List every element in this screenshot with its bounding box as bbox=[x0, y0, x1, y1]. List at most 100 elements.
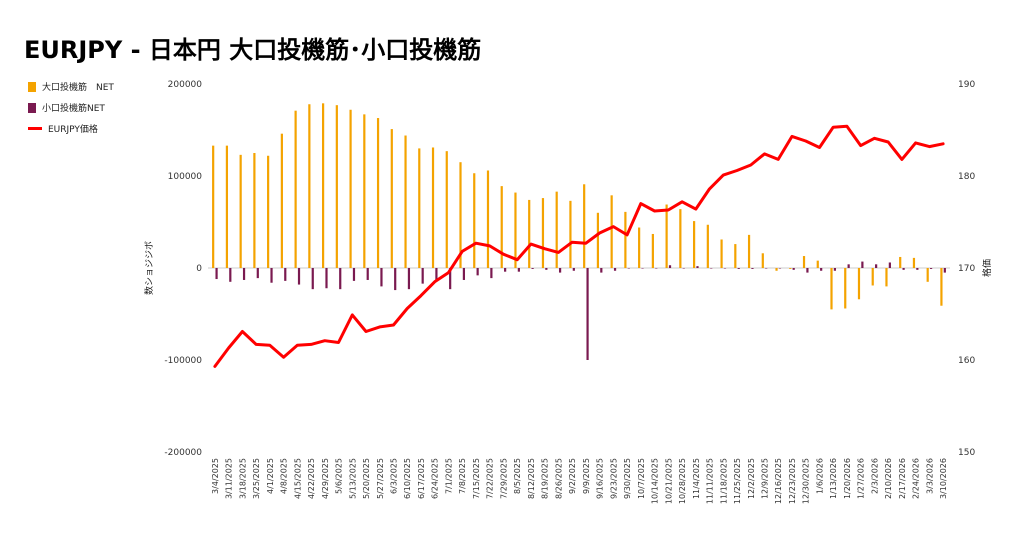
large-speculators-bar bbox=[761, 253, 764, 268]
x-axis-tick-label: 3/10/2026 bbox=[939, 458, 948, 499]
large-speculators-bar bbox=[445, 151, 448, 268]
small-speculators-bar bbox=[531, 268, 534, 269]
left-axis-tick-label: -200000 bbox=[164, 448, 202, 458]
small-speculators-bar bbox=[943, 268, 946, 273]
small-speculators-bar bbox=[407, 268, 411, 290]
large-speculators-bar bbox=[473, 173, 476, 268]
large-speculators-bar bbox=[638, 227, 641, 268]
large-speculators-bar bbox=[308, 104, 311, 269]
small-speculators-bar bbox=[627, 268, 630, 269]
small-speculators-bar bbox=[490, 268, 493, 279]
chart-title: EURJPY - 日本円 大口投機筋･小口投機筋 bbox=[24, 36, 482, 64]
right-axis-tick-label: 170 bbox=[958, 264, 975, 274]
x-axis-tick-label: 4/1/2025 bbox=[266, 458, 275, 494]
large-speculators-bar bbox=[802, 256, 806, 268]
small-speculators-bar bbox=[916, 268, 919, 270]
large-speculators-bar bbox=[212, 145, 215, 268]
x-axis-tick-label: 12/2/2025 bbox=[747, 458, 756, 499]
large-speculators-bar bbox=[596, 212, 600, 268]
right-axis-tick-label: 190 bbox=[958, 80, 975, 90]
x-axis-tick-label: 6/24/2025 bbox=[431, 458, 440, 499]
large-speculators-bar bbox=[651, 233, 654, 268]
small-speculators-bar bbox=[737, 268, 740, 269]
large-speculators-bar bbox=[280, 133, 283, 268]
small-speculators-bar bbox=[613, 268, 617, 271]
left-axis-tick-label: -100000 bbox=[164, 356, 202, 366]
legend-swatch bbox=[28, 102, 36, 113]
x-axis-tick-label: 5/27/2025 bbox=[376, 458, 385, 499]
large-speculators-bar bbox=[500, 186, 503, 268]
large-speculators-bar bbox=[486, 170, 490, 268]
large-speculators-bar bbox=[775, 268, 778, 271]
x-axis-tick-label: 6/10/2025 bbox=[403, 458, 412, 499]
large-speculators-bar bbox=[569, 200, 572, 268]
large-speculators-bar bbox=[514, 192, 517, 268]
x-axis-tick-label: 4/29/2025 bbox=[321, 458, 330, 499]
x-axis-tick-label: 2/24/2026 bbox=[912, 458, 921, 499]
small-speculators-bar bbox=[545, 268, 548, 270]
x-axis-tick-label: 7/29/2025 bbox=[499, 458, 508, 499]
small-speculators-bar bbox=[668, 265, 672, 268]
legend-swatch bbox=[28, 81, 36, 92]
legend-item-price: EURJPY価格 bbox=[28, 118, 114, 139]
small-speculators-bar bbox=[682, 268, 685, 269]
large-speculators-bar bbox=[734, 244, 737, 268]
left-axis-tick-label: 100000 bbox=[168, 172, 203, 182]
large-speculators-bar bbox=[665, 204, 668, 268]
x-axis-tick-label: 7/22/2025 bbox=[486, 458, 495, 499]
legend-item-large-speculators: 大口投機筋 NET bbox=[28, 76, 114, 97]
x-axis-tick-label: 9/2/2025 bbox=[568, 458, 577, 494]
x-axis-tick-label: 4/22/2025 bbox=[307, 458, 316, 499]
x-axis-tick-label: 9/9/2025 bbox=[582, 458, 591, 494]
x-axis-tick-label: 8/5/2025 bbox=[513, 458, 522, 494]
left-axis-label: 数ショジジボ bbox=[143, 241, 155, 295]
large-speculators-bar bbox=[926, 268, 929, 282]
small-speculators-bar bbox=[558, 268, 562, 273]
small-speculators-bar bbox=[462, 268, 466, 280]
x-axis-tick-label: 12/30/2025 bbox=[802, 458, 811, 504]
small-speculators-bar bbox=[476, 268, 479, 276]
large-speculators-bar bbox=[624, 211, 627, 268]
large-speculators-bar bbox=[692, 221, 696, 268]
small-speculators-bar bbox=[586, 268, 589, 360]
small-speculators-bar bbox=[517, 268, 520, 272]
small-speculators-bar bbox=[600, 268, 603, 273]
large-speculators-bar bbox=[349, 109, 352, 268]
left-axis-tick-label: 200000 bbox=[168, 80, 203, 90]
x-axis-tick-label: 9/30/2025 bbox=[623, 458, 632, 499]
small-speculators-bar bbox=[297, 268, 301, 285]
large-speculators-bar bbox=[610, 195, 613, 268]
large-speculators-bar bbox=[789, 268, 792, 269]
small-speculators-bar bbox=[366, 268, 369, 280]
small-speculators-bar bbox=[394, 268, 397, 291]
large-speculators-bar bbox=[225, 145, 229, 268]
large-speculators-bar bbox=[541, 198, 545, 268]
legend-swatch bbox=[28, 127, 42, 130]
large-speculators-bar bbox=[871, 268, 874, 286]
x-axis-tick-label: 10/14/2025 bbox=[651, 458, 660, 504]
large-speculators-bar bbox=[294, 110, 297, 269]
large-speculators-bar bbox=[528, 199, 531, 268]
x-axis-tick-label: 10/7/2025 bbox=[637, 458, 646, 499]
small-speculators-bar bbox=[270, 268, 273, 283]
x-axis-tick-label: 5/20/2025 bbox=[362, 458, 371, 499]
large-speculators-bar bbox=[253, 153, 256, 268]
x-axis-tick-label: 2/3/2026 bbox=[870, 458, 879, 494]
right-axis-ticks: 190 180 170 160 150 bbox=[958, 80, 975, 458]
small-speculators-bar bbox=[256, 268, 259, 279]
large-speculators-bar bbox=[321, 103, 325, 268]
x-axis-tick-label: 1/27/2026 bbox=[857, 458, 866, 499]
right-axis-tick-label: 160 bbox=[958, 356, 975, 366]
large-speculators-bar bbox=[885, 268, 888, 287]
x-axis-tick-label: 5/13/2025 bbox=[348, 458, 357, 499]
large-speculators-bar bbox=[335, 105, 338, 268]
x-axis-tick-label: 3/3/2026 bbox=[925, 458, 934, 494]
small-speculators-bar bbox=[449, 268, 452, 290]
small-speculators-bar bbox=[929, 268, 933, 269]
x-axis-tick-label: 10/28/2025 bbox=[678, 458, 687, 504]
eurjpy-price-line bbox=[213, 124, 945, 368]
legend: 大口投機筋 NET 小口投機筋NET EURJPY価格 bbox=[28, 76, 114, 139]
x-axis-tick-label: 11/25/2025 bbox=[733, 458, 742, 504]
large-speculators-bar bbox=[418, 148, 421, 268]
